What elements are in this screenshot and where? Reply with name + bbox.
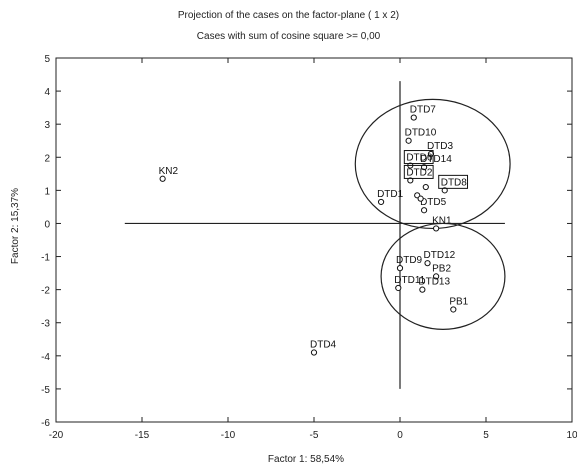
x-tick-label: 5 [483, 430, 489, 441]
data-point [441, 187, 448, 194]
point-label: PB1 [449, 296, 468, 307]
data-point [159, 175, 166, 182]
data-point [450, 306, 457, 313]
data-point [433, 273, 440, 280]
point-label: KN2 [159, 166, 179, 177]
x-tick-label: 10 [566, 430, 577, 441]
x-tick-label: -15 [135, 430, 150, 441]
y-tick-label: -1 [41, 253, 50, 264]
cluster-ellipse [354, 98, 511, 230]
cluster-ellipse [380, 222, 506, 330]
point-label: DTD11 [394, 275, 425, 286]
point-label: DTD2 [406, 167, 433, 178]
x-tick-label: -5 [310, 430, 319, 441]
point-label: DTD14 [420, 154, 452, 165]
y-axis-label: Factor 2: 15,37% [10, 188, 21, 264]
data-point [405, 137, 412, 144]
y-tick-label: 0 [44, 219, 50, 230]
data-point [410, 114, 417, 121]
y-tick-label: -6 [41, 418, 50, 429]
point-label-box [403, 150, 434, 165]
data-point [433, 225, 440, 232]
y-tick-label: -5 [41, 385, 50, 396]
y-tick-label: 3 [44, 120, 50, 131]
y-tick-label: -3 [41, 319, 50, 330]
data-point [424, 260, 431, 267]
y-tick-label: -2 [41, 286, 50, 297]
plot-frame [55, 57, 573, 423]
point-label: DTD6 [406, 153, 433, 164]
point-label: DTD4 [310, 340, 337, 351]
plot-area [55, 57, 573, 423]
y-tick-label: -4 [41, 352, 50, 363]
y-tick-label: 4 [44, 87, 50, 98]
data-point [396, 265, 404, 272]
x-axis-label: Factor 1: 58,54% [268, 454, 344, 465]
point-label: DTD12 [424, 250, 456, 261]
data-point [419, 286, 426, 293]
data-point [422, 183, 429, 191]
x-tick-label: 0 [397, 430, 403, 441]
data-point [377, 198, 385, 206]
data-point [310, 349, 318, 356]
point-label: DTD8 [441, 177, 468, 188]
point-label: DTD5 [420, 197, 447, 208]
point-label-box [438, 174, 469, 189]
point-label: DTD3 [427, 141, 454, 152]
point-label: DTD13 [418, 277, 450, 288]
chart-title: Projection of the cases on the factor-pl… [177, 10, 400, 21]
data-point [395, 284, 402, 292]
y-tick-label: 2 [44, 153, 50, 164]
x-tick-label: -20 [49, 430, 64, 441]
point-label: KN1 [432, 215, 452, 226]
point-label: DTD9 [396, 255, 423, 266]
point-label: DTD1 [377, 189, 404, 200]
cluster-ellipses [354, 98, 511, 330]
point-label: PB2 [432, 263, 451, 274]
data-point [407, 177, 414, 184]
data-point [417, 195, 424, 202]
chart-subtitle: Cases with sum of cosine square >= 0,00 [196, 31, 381, 42]
point-label: DTD10 [405, 128, 437, 139]
data-point [420, 207, 428, 214]
y-tick-label: 1 [44, 186, 50, 197]
point-label: DTD7 [410, 105, 437, 116]
y-tick-label: 5 [44, 54, 50, 65]
point-label-box [403, 164, 434, 179]
x-tick-label: -10 [221, 430, 236, 441]
